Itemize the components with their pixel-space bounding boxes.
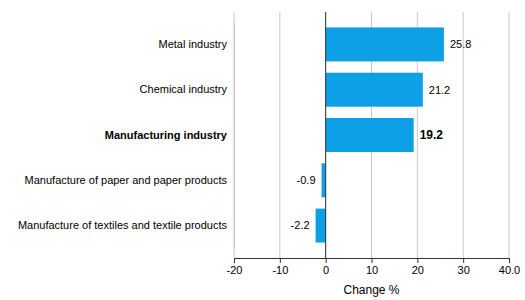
x-tick-label: 20 — [412, 264, 424, 276]
bar — [322, 163, 326, 197]
x-tick-mark — [372, 258, 373, 263]
x-tick-label: -20 — [227, 264, 243, 276]
x-tick-label: 0 — [323, 264, 329, 276]
chart: -20 -10 0 10 20 30 40.0 Metal industry Chemical … — [0, 0, 525, 300]
x-tick-mark — [234, 258, 235, 263]
y-tick: Manufacturing industry — [105, 129, 228, 141]
bar — [316, 209, 326, 243]
data-label: -2.2 — [291, 219, 310, 231]
x-tick-label: 40.0 — [499, 264, 520, 276]
zero-line — [325, 12, 326, 258]
grid-line — [509, 12, 510, 258]
data-label: -0.9 — [297, 174, 316, 186]
category-label: Manufacture of paper and paper products — [25, 174, 228, 186]
y-tick: Chemical industry — [140, 83, 228, 95]
grid-line — [325, 12, 326, 258]
bar — [326, 73, 423, 107]
bar — [326, 27, 444, 61]
x-tick-mark — [463, 258, 464, 263]
data-labels: 25.8 21.2 19.2 -0.9 -2.2 — [291, 38, 472, 231]
data-label: 21.2 — [429, 84, 450, 96]
x-tick: -10 — [272, 258, 288, 276]
x-tick-label: -10 — [272, 264, 288, 276]
category-label: Chemical industry — [140, 83, 228, 95]
y-axis: Metal industry Chemical industry Manufactu… — [18, 23, 235, 249]
category-label: Manufacture of textiles and textile prod… — [18, 219, 228, 231]
x-tick-mark — [509, 258, 510, 263]
x-axis-title: Change % — [343, 283, 399, 297]
x-axis: -20 -10 0 10 20 30 40.0 — [227, 258, 521, 276]
category-label: Metal industry — [159, 38, 228, 50]
x-tick: 0 — [323, 258, 329, 276]
category-label: Manufacturing industry — [105, 129, 228, 141]
x-tick: 40.0 — [499, 258, 520, 276]
y-tick: Metal industry — [159, 38, 228, 50]
x-tick: 10 — [366, 258, 378, 276]
x-tick: 20 — [412, 258, 424, 276]
x-tick-mark — [280, 258, 281, 263]
bars — [316, 27, 444, 242]
y-tick: Manufacture of paper and paper products — [25, 174, 228, 186]
x-tick: 30 — [458, 258, 470, 276]
bar — [326, 118, 414, 152]
x-tick-mark — [326, 258, 327, 263]
grid-line — [279, 12, 280, 258]
grid — [234, 12, 509, 258]
grid-line — [234, 12, 235, 258]
x-tick-label: 10 — [366, 264, 378, 276]
data-label: 19.2 — [420, 128, 444, 142]
data-label: 25.8 — [450, 38, 471, 50]
x-tick: -20 — [227, 258, 243, 276]
y-tick: Manufacture of textiles and textile prod… — [18, 219, 228, 231]
x-tick-label: 30 — [458, 264, 470, 276]
x-tick-mark — [417, 258, 418, 263]
y-axis-line — [234, 23, 235, 249]
